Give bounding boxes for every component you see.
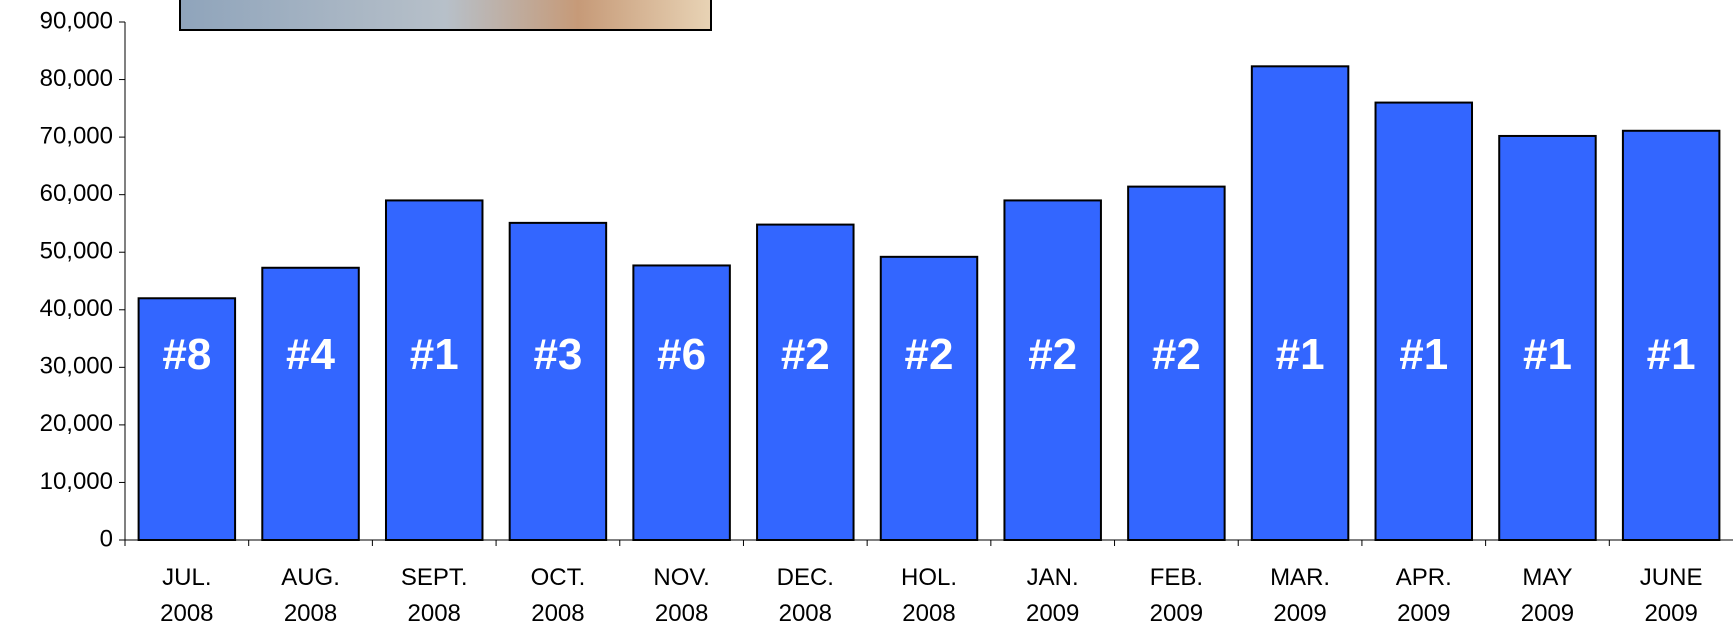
x-tick-label: HOL. 2008 — [900, 564, 957, 627]
x-tick-label: JUNE 2009 — [1639, 564, 1703, 627]
x-tick-label: JUL. 2008 — [160, 564, 214, 627]
x-tick-label: AUG. 2008 — [281, 564, 340, 627]
x-tick-label: OCT. 2008 — [530, 564, 586, 627]
bar-annotation: #2 — [1028, 330, 1077, 379]
x-tick-label: APR. 2009 — [1395, 564, 1452, 627]
bar — [1250, 65, 1350, 541]
bar — [1374, 101, 1474, 541]
bar-annotation: #2 — [781, 330, 830, 379]
x-tick-label: FEB. 2009 — [1149, 564, 1204, 627]
x-tick-label: JAN. 2009 — [1025, 564, 1080, 627]
bar — [879, 255, 979, 541]
bar-annotation: #1 — [1399, 330, 1448, 379]
y-tick-label: 0 — [100, 525, 113, 552]
bar — [1498, 134, 1597, 542]
y-tick-label: 20,000 — [40, 410, 113, 437]
bar — [137, 297, 237, 541]
photo — [179, 0, 712, 31]
y-tick-label: 10,000 — [40, 468, 113, 495]
bar-annotation: #8 — [162, 330, 211, 379]
bar-annotation: #1 — [1276, 330, 1325, 379]
bar — [384, 199, 484, 542]
bar — [1127, 185, 1226, 541]
x-tick-label: SEPT. 2008 — [400, 564, 468, 627]
bar — [261, 266, 360, 541]
y-tick-label: 80,000 — [40, 65, 113, 92]
bar-annotation: #3 — [533, 330, 582, 379]
y-tick-label: 50,000 — [40, 238, 113, 265]
bar — [508, 221, 608, 541]
y-tick-label: 60,000 — [40, 180, 113, 207]
bar-annotation: #6 — [657, 330, 706, 379]
bar-annotation: #1 — [1647, 330, 1696, 379]
bar-annotation: #2 — [905, 330, 954, 379]
bar — [632, 264, 731, 541]
bar — [1003, 199, 1102, 542]
x-tick-label: NOV. 2008 — [653, 564, 710, 627]
bar-annotation: #1 — [410, 330, 459, 379]
bar-annotation: #1 — [1523, 330, 1572, 379]
bar — [756, 223, 855, 541]
x-tick-label: MAY 2009 — [1520, 564, 1575, 627]
x-tick-label: MAR. 2009 — [1270, 564, 1331, 627]
bar-annotation: #4 — [286, 330, 335, 379]
y-tick-label: 70,000 — [40, 122, 113, 149]
y-tick-label: 90,000 — [40, 7, 113, 34]
y-tick-label: 30,000 — [40, 353, 113, 380]
bar-annotation: #2 — [1152, 330, 1201, 379]
x-tick-label: DEC. 2008 — [776, 564, 834, 627]
y-tick-label: 40,000 — [40, 295, 113, 322]
bar — [1621, 129, 1721, 541]
